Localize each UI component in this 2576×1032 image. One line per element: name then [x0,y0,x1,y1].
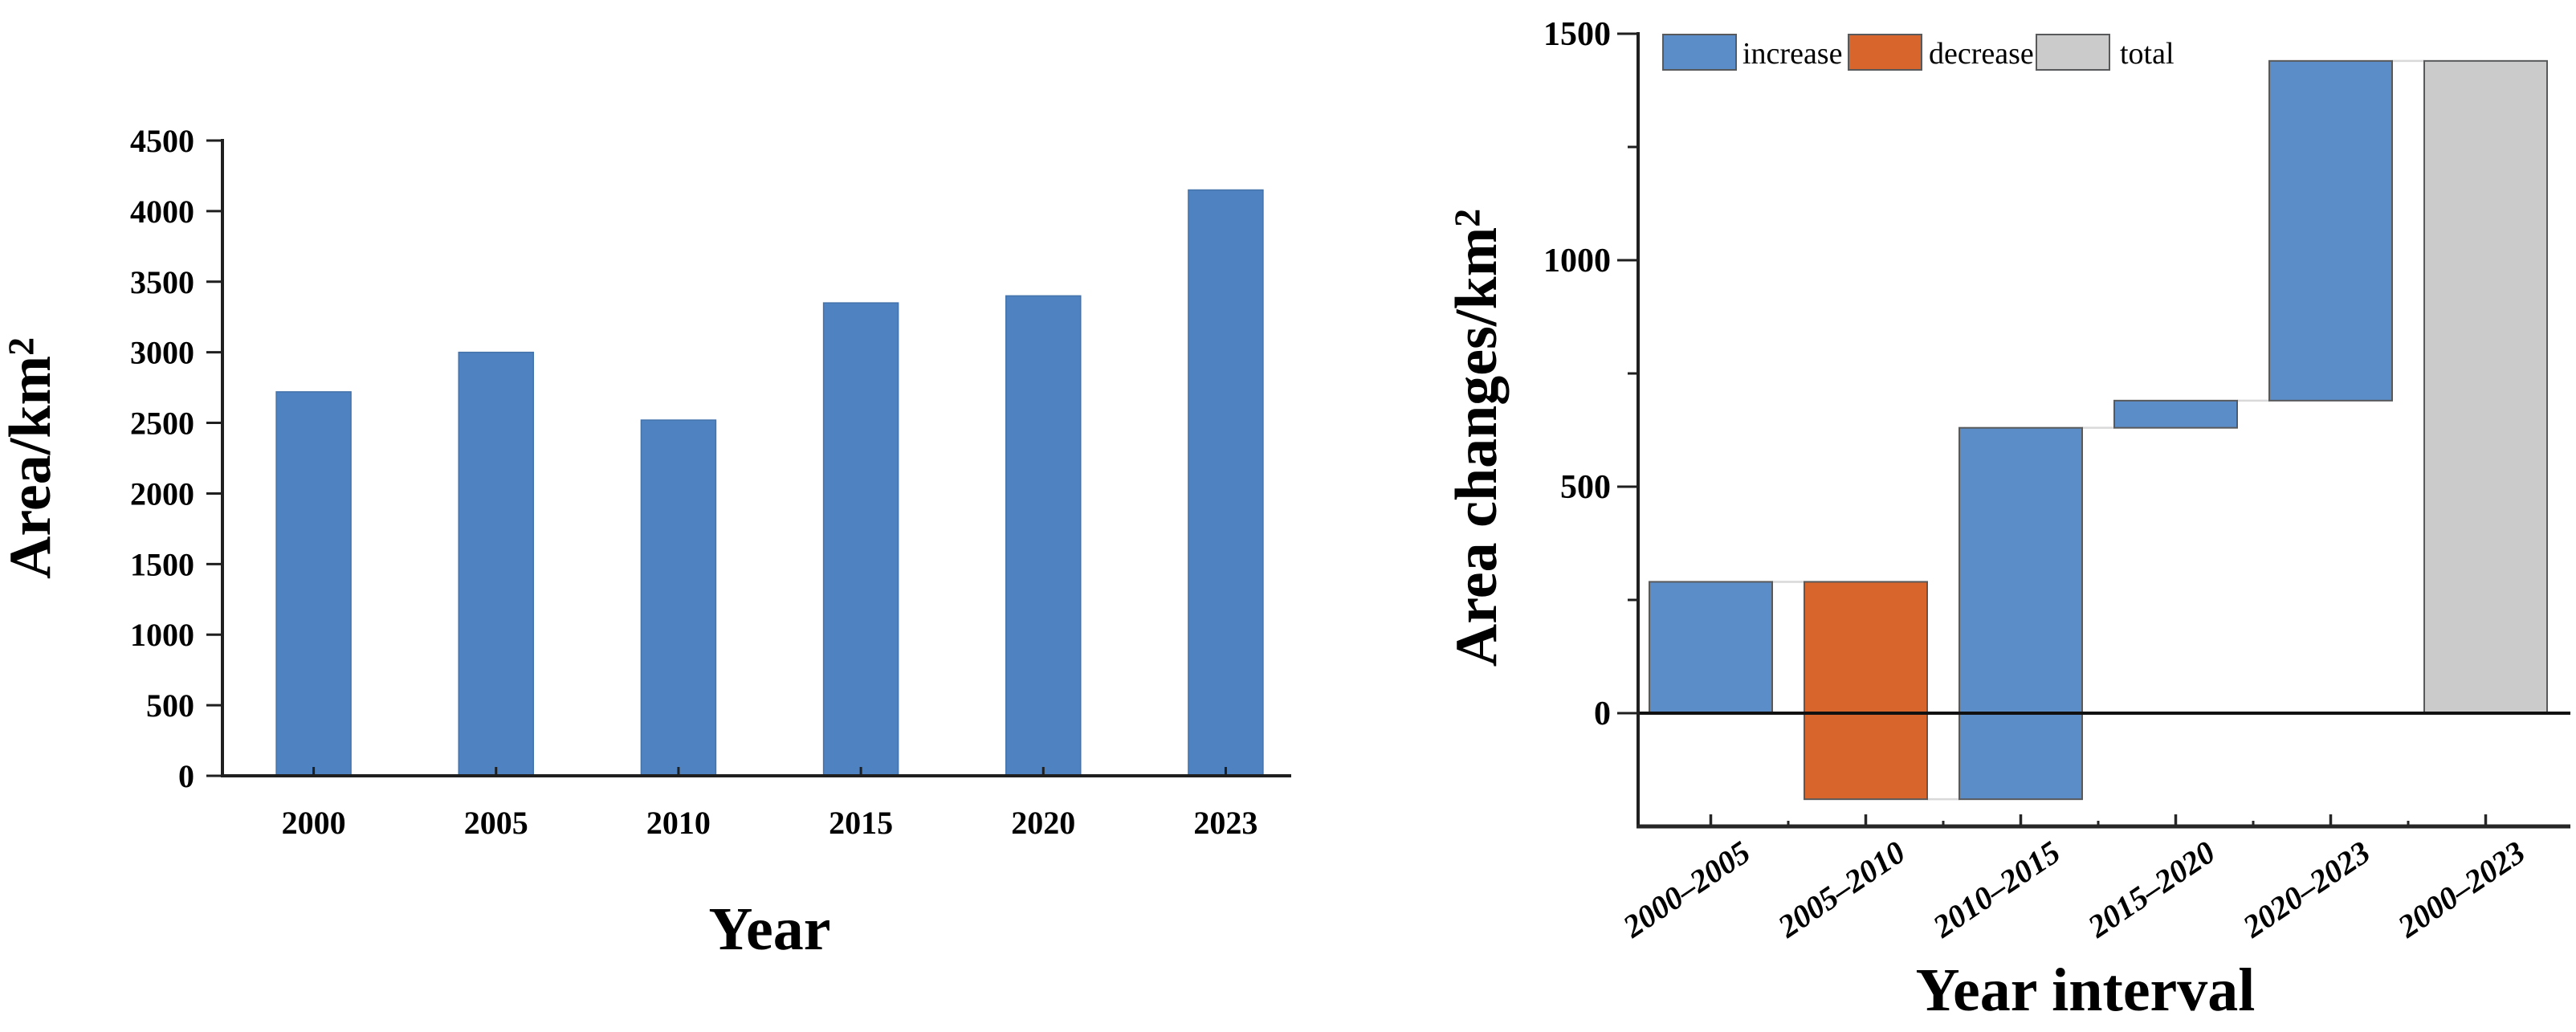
x-tick-label-2010–2015: 2010–2015 [1926,834,2066,945]
y-axis-title: Area changes/km2 [1444,209,1510,667]
waterfall-bar-2005–2010 [1804,581,1928,801]
waterfall-bar-2000–2005 [1649,581,1773,714]
waterfall-bar-2015–2020 [2113,399,2238,429]
x-tick-label-2000–2005: 2000–2005 [1616,834,1756,945]
x-tick-label-2015–2020: 2015–2020 [2081,834,2221,945]
y-tick-label-2000: 2000 [130,475,194,512]
legend-label-decrease: decrease [1929,37,2034,71]
x-axis-title: Year [709,895,831,963]
waterfall-bar-2000–2023 [2423,59,2548,714]
legend-label-increase: increase [1742,37,1842,71]
y-tick-label-3000: 3000 [130,335,194,371]
x-tick-label-2010: 2010 [646,805,711,841]
bar-2010 [640,419,717,777]
y-tick-label-1500: 1500 [1543,16,1611,53]
y-tick-label-0: 0 [178,758,194,794]
y-tick-label-4500: 4500 [130,123,194,159]
bar-2023 [1188,189,1264,777]
x-tick-label-2020–2023: 2020–2023 [2236,834,2376,945]
x-tick-label-2005: 2005 [464,805,528,841]
waterfall-bar-2020–2023 [2268,59,2393,402]
x-tick-label-2000: 2000 [282,805,346,841]
bar-2015 [822,302,899,777]
x-tick-label-2015: 2015 [829,805,893,841]
waterfall-bar-2010–2015 [1958,426,2083,801]
bar-2000 [275,391,352,777]
y-tick-label-500: 500 [1560,469,1611,506]
y-tick-label-0: 0 [1594,695,1611,732]
y-tick-label-2500: 2500 [130,406,194,442]
legend-label-total: total [2120,37,2175,71]
x-tick-label-2023: 2023 [1193,805,1257,841]
x-tick-label-2005–2010: 2005–2010 [1771,834,1911,945]
bar-2005 [458,351,535,777]
x-tick-label-2000–2023: 2000–2023 [2391,834,2531,945]
x-axis-title: Year interval [1916,957,2256,1024]
y-tick-label-3500: 3500 [130,264,194,300]
area-by-year-bar-chart: 0 500 1000 1500 2000 2500 3000 3500 4000 4500 2000… [0,123,1291,963]
x-tick-label-2020: 2020 [1011,805,1075,841]
legend-swatch-decrease [1848,34,1922,71]
y-tick-label-1500: 1500 [130,546,194,582]
bar-2020 [1005,295,1082,777]
y-tick-label-1000: 1000 [1543,243,1611,279]
y-tick-label-4000: 4000 [130,194,194,230]
legend-swatch-increase [1662,34,1737,71]
y-axis-title: Area/km2 [0,337,63,579]
legend-swatch-total [2036,34,2110,71]
y-tick-label-500: 500 [146,687,194,724]
y-tick-label-1000: 1000 [130,617,194,653]
legend: increase decrease total [1662,34,2175,71]
